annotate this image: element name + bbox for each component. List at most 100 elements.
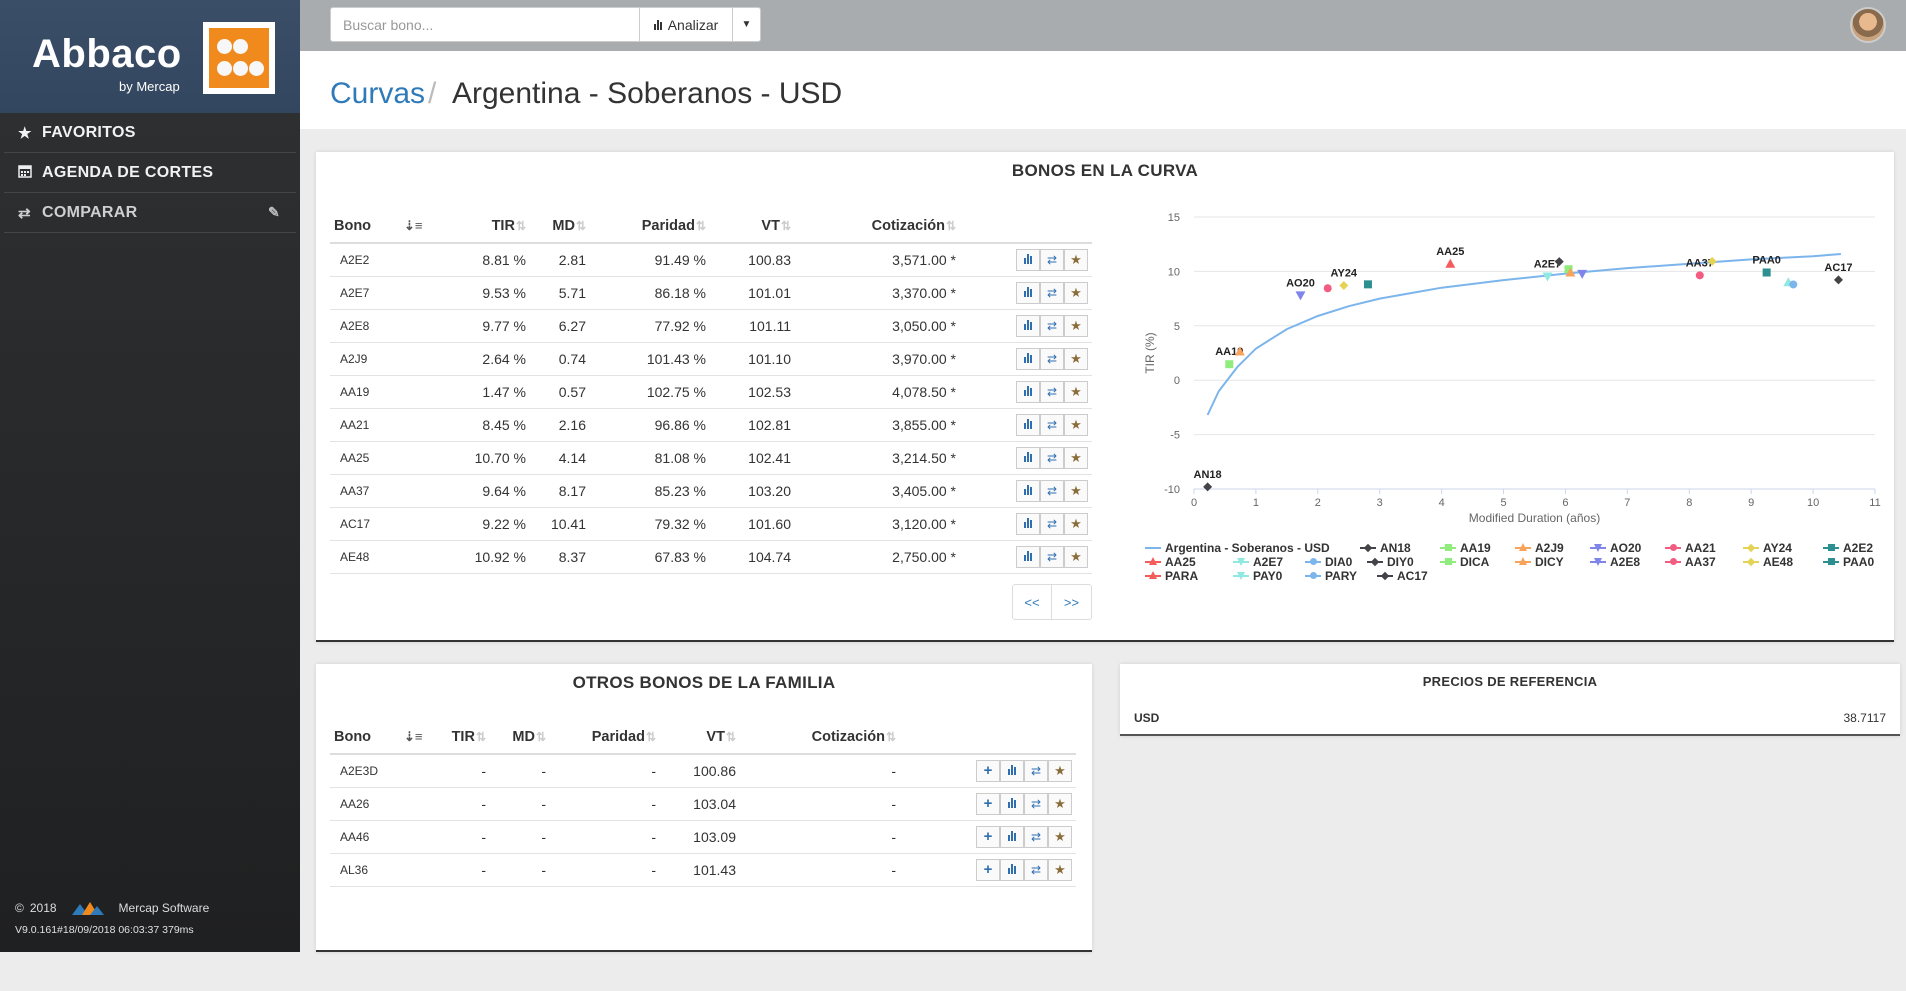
legend-item[interactable]: A2E7 — [1233, 555, 1283, 569]
cell-bono[interactable]: AA21 — [330, 408, 400, 442]
compare-bond-button[interactable]: ⇄ — [1040, 545, 1064, 568]
sort-alpha-icon[interactable]: ⇣≡ — [400, 209, 450, 244]
col-header-cotizacion[interactable]: Cotización⇅ — [740, 720, 900, 755]
compare-bond-button[interactable]: ⇄ — [1040, 347, 1064, 370]
analyze-bond-button[interactable] — [1016, 248, 1040, 271]
favorite-bond-button[interactable]: ★ — [1064, 545, 1088, 568]
avatar[interactable] — [1850, 7, 1886, 43]
analyze-bond-button[interactable] — [1016, 413, 1040, 436]
cell-bono[interactable]: AC17 — [330, 507, 400, 541]
analyze-bond-button[interactable] — [1000, 825, 1024, 848]
compare-bond-button[interactable]: ⇄ — [1024, 858, 1048, 881]
favorite-bond-button[interactable]: ★ — [1064, 479, 1088, 502]
legend-item[interactable]: PAA0 — [1823, 555, 1874, 569]
add-bond-button[interactable]: + — [976, 858, 1000, 881]
cell-bono[interactable]: AA46 — [330, 820, 400, 854]
compare-bond-button[interactable]: ⇄ — [1024, 759, 1048, 782]
analyze-button[interactable]: Analizar — [639, 7, 733, 42]
pager-prev-button[interactable]: << — [1012, 584, 1052, 620]
legend-item[interactable]: AC17 — [1377, 569, 1428, 583]
legend-item[interactable]: AE48 — [1743, 555, 1793, 569]
analyze-bond-button[interactable] — [1000, 858, 1024, 881]
cell-bono[interactable]: A2E2 — [330, 243, 400, 277]
favorite-bond-button[interactable]: ★ — [1048, 825, 1072, 848]
legend-item[interactable]: Argentina - Soberanos - USD — [1145, 541, 1330, 555]
sort-alpha-icon[interactable]: ⇣≡ — [400, 720, 440, 755]
legend-item[interactable]: AY24 — [1743, 541, 1792, 555]
compare-bond-button[interactable]: ⇄ — [1040, 479, 1064, 502]
col-header-vt[interactable]: VT⇅ — [660, 720, 740, 755]
legend-item[interactable]: AN18 — [1360, 541, 1411, 555]
analyze-bond-button[interactable] — [1000, 759, 1024, 782]
legend-item[interactable]: AA37 — [1665, 555, 1716, 569]
legend-item[interactable]: A2J9 — [1515, 541, 1564, 555]
legend-item[interactable]: PARA — [1145, 569, 1198, 583]
analyze-bond-button[interactable] — [1016, 479, 1040, 502]
analyze-bond-button[interactable] — [1016, 446, 1040, 469]
breadcrumb-link-curvas[interactable]: Curvas — [330, 77, 426, 110]
compare-bond-button[interactable]: ⇄ — [1040, 446, 1064, 469]
cell-bono[interactable]: AA19 — [330, 375, 400, 409]
favorite-bond-button[interactable]: ★ — [1064, 380, 1088, 403]
sidebar-item-comparar[interactable]: ⇄ COMPARAR ✎ — [4, 193, 296, 233]
legend-item[interactable]: DICA — [1440, 555, 1489, 569]
compare-bond-button[interactable]: ⇄ — [1040, 314, 1064, 337]
cell-bono[interactable]: A2E7 — [330, 276, 400, 310]
sidebar-item-agenda[interactable]: AGENDA DE CORTES — [4, 153, 296, 193]
analyze-bond-button[interactable] — [1016, 281, 1040, 304]
col-header-md[interactable]: MD⇅ — [530, 209, 590, 244]
col-header-tir[interactable]: TIR⇅ — [440, 720, 490, 755]
favorite-bond-button[interactable]: ★ — [1064, 512, 1088, 535]
legend-item[interactable]: A2E2 — [1823, 541, 1873, 555]
cell-bono[interactable]: A2E8 — [330, 309, 400, 343]
legend-item[interactable]: DIA0 — [1305, 555, 1352, 569]
pager-next-button[interactable]: >> — [1052, 584, 1092, 620]
col-header-tir[interactable]: TIR⇅ — [450, 209, 530, 244]
legend-item[interactable]: DIY0 — [1367, 555, 1414, 569]
analyze-bond-button[interactable] — [1016, 347, 1040, 370]
sidebar-item-favoritos[interactable]: ★ FAVORITOS — [4, 113, 296, 153]
col-header-bono[interactable]: Bono — [330, 720, 400, 755]
col-header-cotizacion[interactable]: Cotización⇅ — [795, 209, 960, 244]
cell-bono[interactable]: AA26 — [330, 787, 400, 821]
compare-bond-button[interactable]: ⇄ — [1040, 512, 1064, 535]
add-bond-button[interactable]: + — [976, 825, 1000, 848]
legend-item[interactable]: AO20 — [1590, 541, 1641, 555]
compare-bond-button[interactable]: ⇄ — [1024, 792, 1048, 815]
legend-item[interactable]: AA25 — [1145, 555, 1196, 569]
legend-item[interactable]: AA21 — [1665, 541, 1716, 555]
favorite-bond-button[interactable]: ★ — [1064, 347, 1088, 370]
analyze-bond-button[interactable] — [1016, 512, 1040, 535]
compare-bond-button[interactable]: ⇄ — [1040, 413, 1064, 436]
legend-item[interactable]: A2E8 — [1590, 555, 1640, 569]
col-header-vt[interactable]: VT⇅ — [710, 209, 795, 244]
compare-bond-button[interactable]: ⇄ — [1024, 825, 1048, 848]
col-header-md[interactable]: MD⇅ — [490, 720, 550, 755]
analyze-bond-button[interactable] — [1000, 792, 1024, 815]
eraser-icon[interactable]: ✎ — [267, 204, 280, 220]
favorite-bond-button[interactable]: ★ — [1064, 248, 1088, 271]
favorite-bond-button[interactable]: ★ — [1064, 314, 1088, 337]
compare-bond-button[interactable]: ⇄ — [1040, 248, 1064, 271]
cell-bono[interactable]: AE48 — [330, 540, 400, 574]
legend-item[interactable]: AA19 — [1440, 541, 1491, 555]
cell-bono[interactable]: AL36 — [330, 853, 400, 887]
analyze-bond-button[interactable] — [1016, 545, 1040, 568]
favorite-bond-button[interactable]: ★ — [1064, 413, 1088, 436]
cell-bono[interactable]: A2J9 — [330, 342, 400, 376]
add-bond-button[interactable]: + — [976, 792, 1000, 815]
compare-bond-button[interactable]: ⇄ — [1040, 380, 1064, 403]
analyze-bond-button[interactable] — [1016, 380, 1040, 403]
favorite-bond-button[interactable]: ★ — [1048, 858, 1072, 881]
favorite-bond-button[interactable]: ★ — [1064, 281, 1088, 304]
search-input[interactable] — [330, 7, 640, 42]
analyze-dropdown-button[interactable]: ▼ — [732, 7, 761, 42]
legend-item[interactable]: PAY0 — [1233, 569, 1282, 583]
analyze-bond-button[interactable] — [1016, 314, 1040, 337]
favorite-bond-button[interactable]: ★ — [1048, 792, 1072, 815]
col-header-bono[interactable]: Bono — [330, 209, 400, 244]
brand[interactable]: Abbaco by Mercap — [0, 0, 300, 113]
cell-bono[interactable]: AA37 — [330, 474, 400, 508]
favorite-bond-button[interactable]: ★ — [1064, 446, 1088, 469]
col-header-paridad[interactable]: Paridad⇅ — [550, 720, 660, 755]
